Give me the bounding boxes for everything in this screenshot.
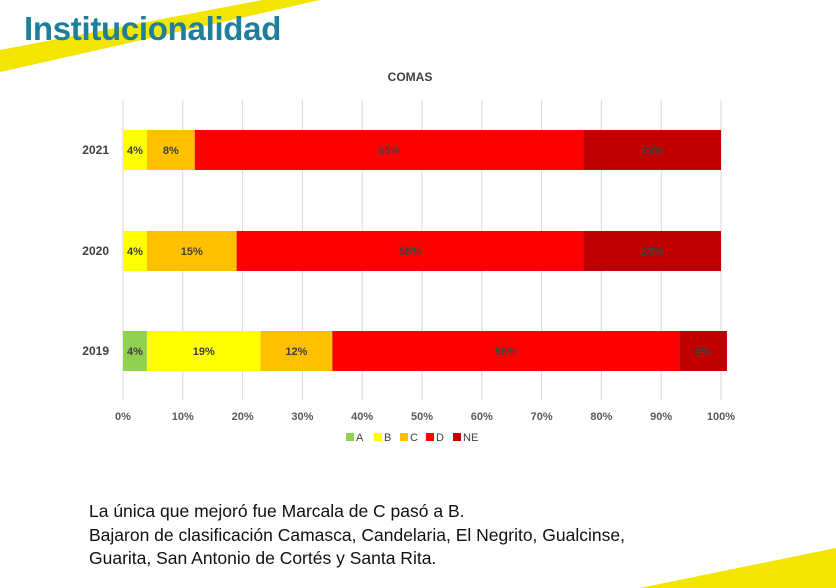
- legend-swatch-b: [374, 433, 382, 441]
- legend-swatch-c: [400, 433, 408, 441]
- bar-segment-b: [123, 130, 147, 170]
- data-label: 4%: [127, 346, 143, 358]
- x-tick-label: 20%: [232, 411, 254, 423]
- bar-segment-ne: [583, 231, 721, 271]
- data-label: 65%: [378, 145, 400, 157]
- slide-title: Institucionalidad: [24, 10, 282, 47]
- bar-segment-d: [194, 130, 584, 170]
- data-label: 8%: [695, 346, 711, 358]
- bar-segment-b: [146, 331, 261, 371]
- legend-swatch-ne: [453, 433, 461, 441]
- data-label: 8%: [163, 145, 179, 157]
- data-label: 4%: [127, 246, 143, 258]
- legend-swatch-d: [426, 433, 434, 441]
- data-label: 4%: [127, 145, 143, 157]
- chart-title: COMAS: [388, 70, 433, 84]
- legend-swatch-a: [346, 433, 354, 441]
- bottom-right-accent-stripe: [640, 548, 836, 588]
- body-text: La única que mejoró fue Marcala de C pas…: [89, 500, 789, 571]
- body-line-3: Guarita, San Antonio de Cortés y Santa R…: [89, 548, 437, 568]
- legend-label-d: D: [436, 432, 444, 444]
- bar-segment-b: [123, 231, 147, 271]
- bar-segment-a: [123, 331, 147, 371]
- bar-segment-d: [332, 331, 680, 371]
- bar-segment-ne: [583, 130, 721, 170]
- legend-label-b: B: [384, 432, 391, 444]
- top-left-accent-stripe: [0, 0, 320, 72]
- data-label: 23%: [641, 246, 663, 258]
- bar-segment-d: [236, 231, 584, 271]
- bar-segment-ne: [679, 331, 727, 371]
- x-tick-label: 70%: [531, 411, 553, 423]
- bar-segment-c: [146, 231, 237, 271]
- category-label: 2021: [82, 143, 109, 157]
- bar-segment-c: [260, 331, 333, 371]
- x-tick-label: 40%: [351, 411, 373, 423]
- data-label: 12%: [285, 346, 307, 358]
- x-tick-label: 50%: [411, 411, 433, 423]
- legend-label-ne: NE: [463, 432, 478, 444]
- data-label: 58%: [399, 246, 421, 258]
- stacked-bar-chart: COMAS 0% 10% 20% 30% 40% 50% 60% 70% 80% 90% 100% 20…: [82, 70, 735, 444]
- bar-segment-c: [146, 130, 195, 170]
- legend-label-c: C: [410, 432, 418, 444]
- data-label: 23%: [641, 145, 663, 157]
- x-tick-label: 80%: [590, 411, 612, 423]
- category-label: 2019: [82, 344, 109, 358]
- x-tick-label: 100%: [707, 411, 735, 423]
- legend-label-a: A: [356, 432, 364, 444]
- x-tick-label: 90%: [650, 411, 672, 423]
- body-line-2: Bajaron de clasificación Camasca, Candel…: [89, 524, 625, 545]
- category-label: 2020: [82, 244, 109, 258]
- data-label: 19%: [193, 346, 215, 358]
- x-tick-label: 30%: [291, 411, 313, 423]
- x-tick-label: 10%: [172, 411, 194, 423]
- data-label: 58%: [495, 346, 517, 358]
- body-line-1: La única que mejoró fue Marcala de C pas…: [89, 501, 465, 521]
- x-tick-label: 60%: [471, 411, 493, 423]
- x-tick-label: 0%: [115, 411, 131, 423]
- data-label: 15%: [181, 246, 203, 258]
